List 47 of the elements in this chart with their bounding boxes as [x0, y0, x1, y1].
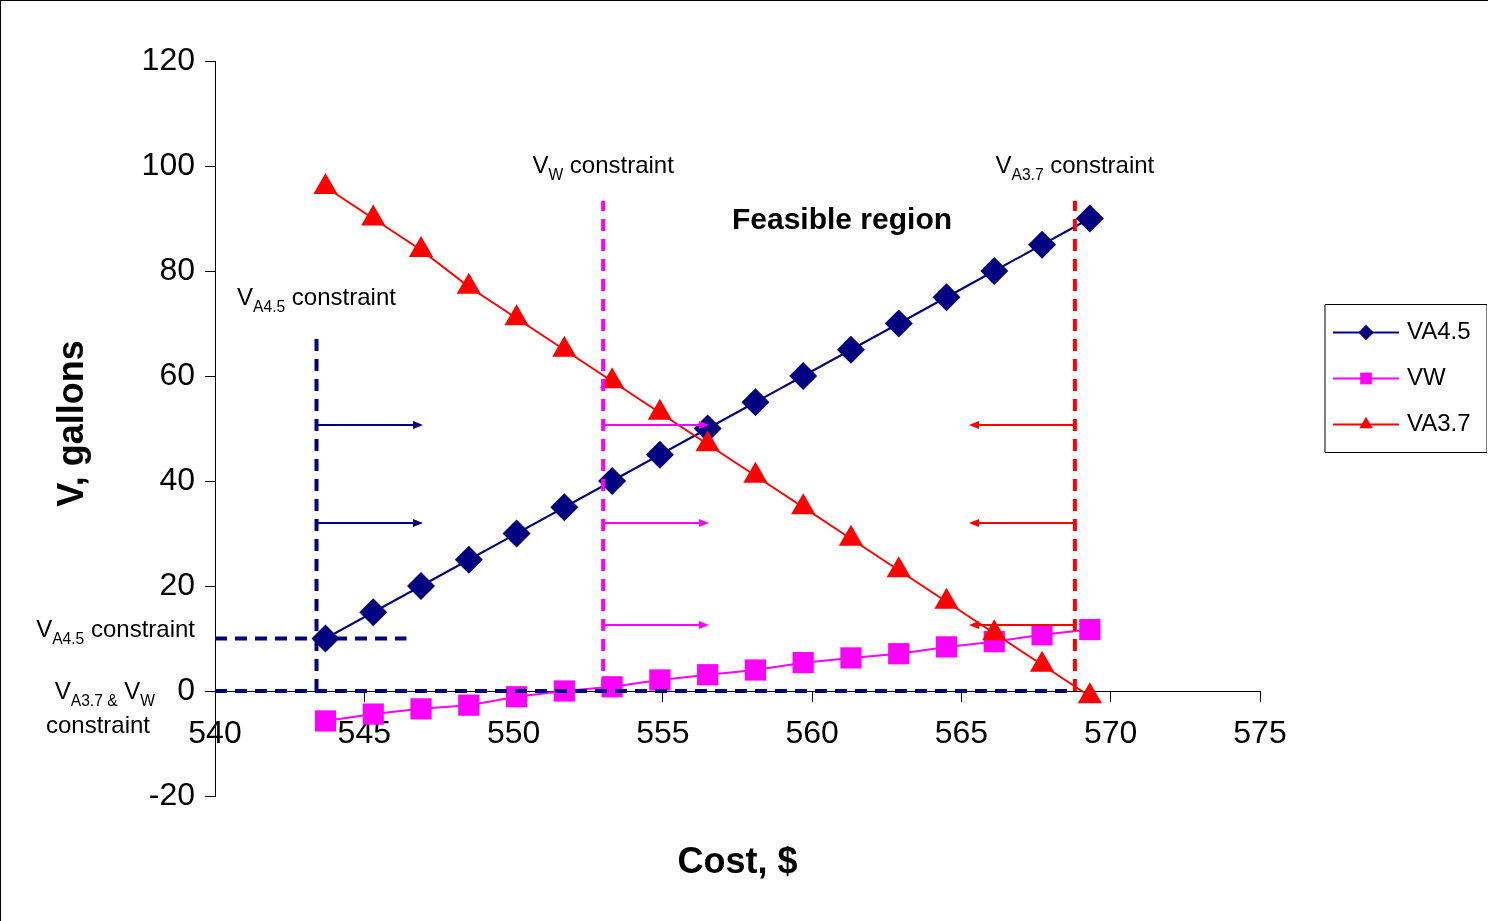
point — [1028, 230, 1057, 259]
y-axis-title: V, gallons — [49, 340, 91, 507]
point — [980, 257, 1009, 285]
legend-label: VW — [1407, 363, 1447, 391]
point — [741, 388, 770, 417]
y-tick-label: 100 — [141, 145, 195, 182]
point — [458, 694, 480, 716]
x-tick-label: 570 — [1084, 714, 1138, 751]
point — [697, 664, 719, 686]
y-tick-label: 40 — [159, 460, 195, 497]
x-axis-title: Cost, $ — [677, 839, 798, 881]
point — [645, 440, 674, 469]
legend-label: VA4.5 — [1407, 317, 1471, 345]
point — [888, 643, 910, 665]
point — [935, 636, 958, 658]
point — [792, 652, 814, 674]
legend-label: VA3.7 — [1407, 409, 1471, 437]
point — [1075, 204, 1104, 233]
point — [840, 647, 862, 669]
y-tick-label: 80 — [159, 250, 195, 287]
point — [932, 283, 961, 312]
annotation: Feasible region — [731, 202, 953, 236]
point — [454, 545, 483, 574]
point — [598, 467, 627, 495]
point — [359, 598, 388, 627]
point — [410, 698, 432, 720]
point — [744, 659, 767, 681]
x-tick-label: 555 — [636, 714, 690, 751]
x-tick-label: 565 — [934, 714, 989, 751]
point — [884, 309, 913, 338]
x-tick-label: 550 — [486, 714, 541, 751]
y-tick-label: -20 — [148, 775, 195, 812]
y-tick-label: 0 — [177, 670, 195, 707]
point — [407, 572, 436, 600]
y-tick-label: 120 — [141, 40, 195, 77]
point — [550, 493, 579, 522]
point — [502, 519, 531, 548]
x-tick-label: 575 — [1233, 714, 1287, 751]
point — [649, 669, 671, 691]
point — [314, 710, 337, 732]
y-tick-label: 60 — [159, 355, 195, 392]
point — [789, 362, 818, 390]
point — [1031, 624, 1053, 646]
y-tick-label: 20 — [159, 565, 195, 602]
point — [836, 335, 865, 364]
x-tick-label: 560 — [785, 714, 839, 751]
point — [1079, 618, 1101, 641]
